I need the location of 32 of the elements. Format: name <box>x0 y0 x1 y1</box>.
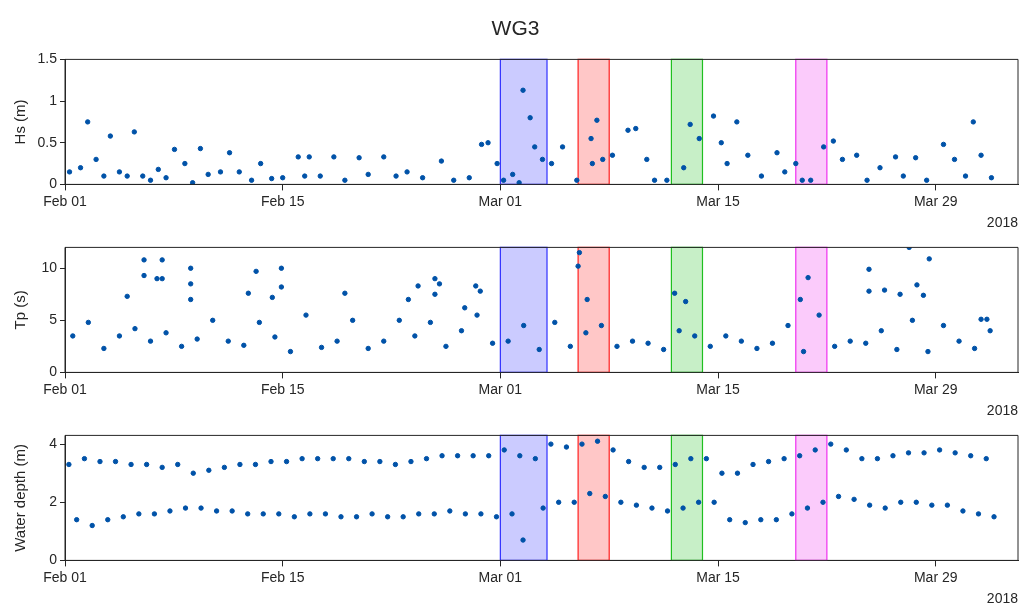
y-tick-label: 0 <box>49 363 58 380</box>
y-axis-title: Tp (s) <box>11 290 29 330</box>
x-tick-label: Mar 29 <box>913 380 958 397</box>
x-tick-label: Mar 01 <box>478 380 523 397</box>
y-tick-label: 0 <box>49 551 58 568</box>
y-tick-label: 2 <box>49 493 58 510</box>
y-tick-label: 5 <box>49 311 58 328</box>
x-tick-label: Feb 01 <box>43 192 87 209</box>
chart-title: WG3 <box>490 15 541 41</box>
x-tick-label: Mar 15 <box>696 192 741 209</box>
x-tick-label: Mar 01 <box>478 568 523 585</box>
y-tick-label: 10 <box>41 259 58 276</box>
x-tick-label: Mar 15 <box>696 568 741 585</box>
y-axis-title: Hs (m) <box>11 99 29 145</box>
x-tick-label: Mar 01 <box>478 192 523 209</box>
x-tick-label: Mar 29 <box>913 568 958 585</box>
x-tick-label: Mar 29 <box>913 192 958 209</box>
y-tick-label: 0 <box>49 175 58 192</box>
x-tick-label: Mar 15 <box>696 380 741 397</box>
y-tick-label: 4 <box>49 434 58 451</box>
y-tick-label: 1.5 <box>37 50 58 67</box>
x-axis-title: 2018 <box>986 402 1019 419</box>
y-tick-label: 0.5 <box>37 133 58 150</box>
y-axis-title: Water depth (m) <box>11 443 29 552</box>
x-axis-title: 2018 <box>986 214 1019 231</box>
x-tick-label: Feb 15 <box>260 568 305 585</box>
x-tick-label: Feb 15 <box>260 380 305 397</box>
x-tick-label: Feb 01 <box>43 568 87 585</box>
x-tick-label: Feb 15 <box>260 192 305 209</box>
x-tick-label: Feb 01 <box>43 380 87 397</box>
y-tick-label: 1 <box>49 91 58 108</box>
x-axis-title: 2018 <box>986 590 1019 607</box>
